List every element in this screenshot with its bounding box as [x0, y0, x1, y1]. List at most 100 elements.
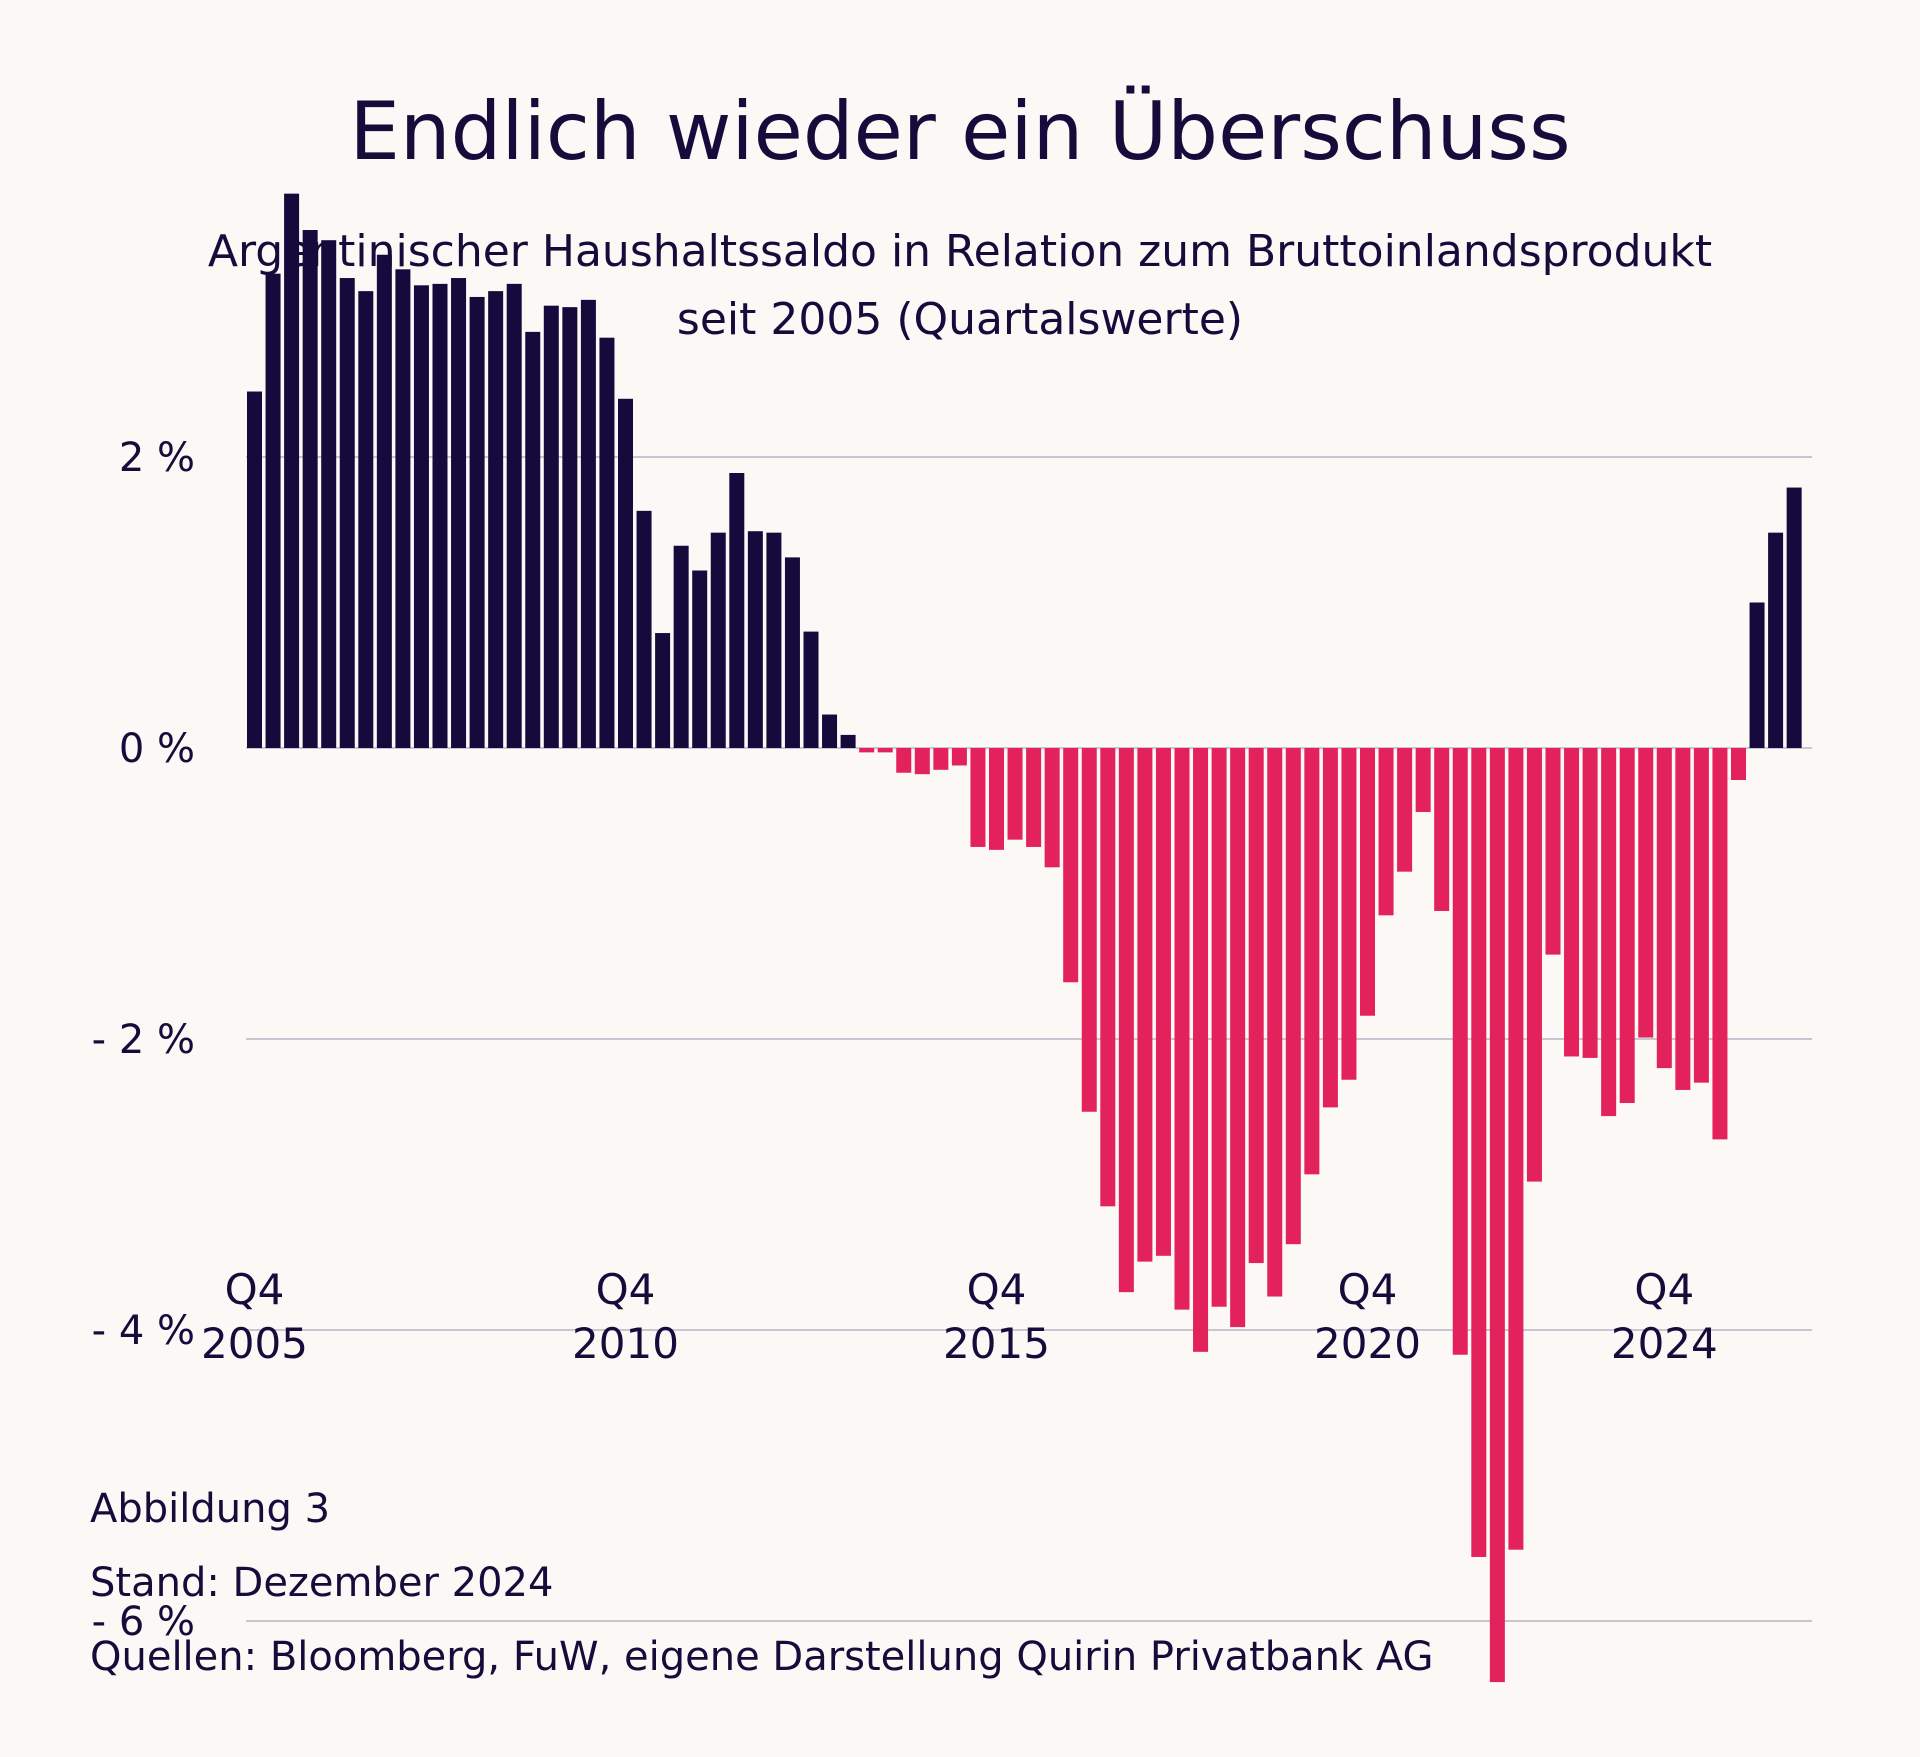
bar: [376, 254, 392, 748]
bar: [1564, 748, 1580, 1057]
y-tick-label: - 4 %: [92, 1308, 195, 1354]
bar: [859, 748, 875, 753]
bar: [265, 273, 281, 748]
x-tick-year: 2020: [1314, 1319, 1421, 1368]
bar: [1193, 748, 1209, 1352]
bar: [1174, 748, 1190, 1310]
y-axis-labels: 2 % 0 % - 2 % - 4 % - 6 %: [92, 435, 195, 1645]
bar: [506, 283, 522, 748]
x-tick-year: 2010: [572, 1319, 679, 1368]
x-tick-quarter: Q4: [967, 1265, 1027, 1314]
bar: [358, 291, 374, 748]
bar: [284, 193, 300, 748]
bar: [1731, 748, 1746, 781]
bar: [1619, 748, 1635, 1104]
bars: [247, 193, 1802, 1683]
bar: [1675, 748, 1691, 1090]
footer-notes: Abbildung 3 Stand: Dezember 2024 Quellen…: [90, 1472, 1434, 1694]
bar: [1211, 748, 1227, 1307]
bar: [673, 545, 689, 748]
bar: [1749, 602, 1765, 748]
bar: [599, 337, 615, 748]
bar: [1137, 748, 1153, 1262]
chart-title: Endlich wieder ein Überschuss: [349, 85, 1571, 178]
bar: [562, 307, 578, 748]
bar: [321, 240, 337, 748]
bar: [451, 278, 467, 748]
bar: [1063, 748, 1079, 983]
subtitle-line-2: seit 2005 (Quartalswerte): [676, 294, 1244, 345]
x-tick-quarter: Q4: [1634, 1265, 1694, 1314]
bar: [1304, 748, 1320, 1175]
bar: [1248, 748, 1264, 1264]
figure-number: Abbildung 3: [90, 1486, 331, 1532]
bar: [247, 391, 262, 748]
bar: [1693, 748, 1709, 1083]
bar: [618, 398, 633, 748]
bar: [1415, 748, 1431, 813]
bar: [302, 230, 318, 748]
bar: [1508, 748, 1524, 1550]
bar: [1155, 748, 1171, 1256]
x-tick-quarter: Q4: [1338, 1265, 1398, 1314]
bar: [1378, 748, 1394, 916]
y-tick-label: - 2 %: [92, 1017, 195, 1063]
bar: [729, 473, 745, 748]
bar: [1582, 748, 1598, 1058]
bar: [1285, 748, 1301, 1245]
bar: [488, 291, 504, 748]
bar: [432, 283, 448, 748]
subtitle-line-1: Argentinischer Haushaltssaldo in Relatio…: [207, 226, 1713, 277]
bar: [1601, 748, 1617, 1117]
bar: [933, 748, 949, 770]
data-date: Stand: Dezember 2024: [90, 1560, 554, 1606]
bar: [1471, 748, 1487, 1557]
bar: [1768, 532, 1784, 748]
data-sources: Quellen: Bloomberg, FuW, eigene Darstell…: [90, 1634, 1434, 1680]
bar: [970, 748, 986, 847]
bar: [469, 296, 485, 748]
bar: [339, 278, 355, 748]
bar: [1526, 748, 1542, 1182]
bar: [896, 748, 912, 773]
bar: [784, 557, 800, 748]
x-axis-labels: Q4 2005 Q4 2010 Q4 2015 Q4 2020 Q4 2024: [201, 1265, 1718, 1368]
bar: [692, 570, 708, 748]
bar: [1397, 748, 1413, 872]
bar: [951, 748, 967, 766]
y-tick-label: 0 %: [119, 726, 195, 772]
bar: [1786, 487, 1802, 748]
bar: [1452, 748, 1468, 1355]
bar: [543, 305, 559, 748]
bar: [636, 510, 652, 748]
bar: [1267, 748, 1283, 1297]
bar: [1026, 748, 1042, 847]
x-tick-quarter: Q4: [225, 1265, 285, 1314]
bar: [747, 531, 763, 748]
bar: [580, 299, 596, 748]
bar: [914, 748, 930, 775]
bar: [525, 331, 541, 748]
bar: [413, 285, 429, 748]
x-tick-year: 2005: [201, 1319, 308, 1368]
y-tick-label: 2 %: [119, 435, 195, 481]
bar: [840, 734, 856, 748]
x-tick-year: 2015: [943, 1319, 1050, 1368]
bar: [1322, 748, 1338, 1108]
bar: [877, 748, 893, 753]
x-tick-year: 2024: [1611, 1319, 1718, 1368]
bar: [1434, 748, 1450, 911]
bar: [766, 532, 782, 748]
bar: [395, 269, 411, 748]
bar: [655, 633, 671, 748]
bar: [1230, 748, 1246, 1328]
x-tick-quarter: Q4: [596, 1265, 656, 1314]
bar: [1007, 748, 1023, 840]
bar: [822, 714, 838, 748]
y-tick-label: - 6 %: [92, 1599, 195, 1645]
bar: [803, 631, 819, 748]
bar: [1081, 748, 1097, 1112]
bar: [1360, 748, 1375, 1016]
bar: [1341, 748, 1357, 1080]
